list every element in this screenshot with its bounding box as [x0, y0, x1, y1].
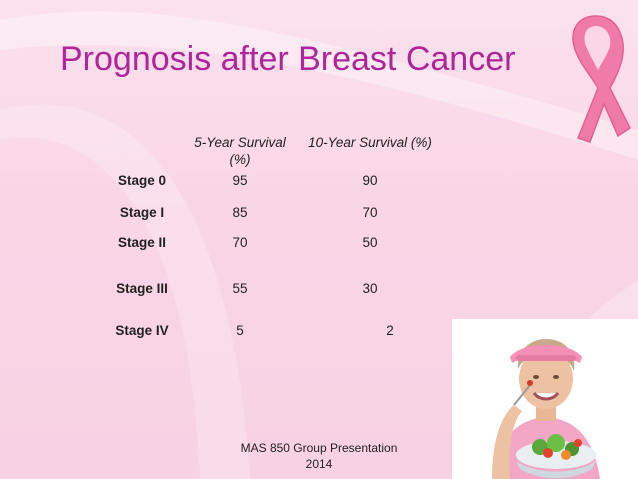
- woman-eating-salad-photo: [452, 319, 638, 479]
- pink-ribbon-icon: [572, 15, 631, 143]
- stage-label: Stage II: [117, 235, 166, 250]
- stage-label: Stage I: [119, 205, 165, 220]
- five-year-value: 95: [232, 173, 248, 188]
- table-row: Stage I 85 70: [0, 205, 638, 223]
- ten-year-value: 70: [362, 205, 378, 220]
- table-row: Stage IV 5 2: [0, 323, 638, 341]
- ten-year-value: 50: [362, 235, 378, 250]
- header-5-year-survival: 5-Year Survival (%): [194, 135, 286, 167]
- five-year-value: 85: [232, 205, 248, 220]
- table-row: Stage 0 95 90: [0, 173, 638, 191]
- five-year-value: 70: [232, 235, 248, 250]
- footer-line-1: MAS 850 Group Presentation: [240, 441, 398, 455]
- slide-title: Prognosis after Breast Cancer: [60, 40, 516, 78]
- stage-label: Stage III: [116, 281, 168, 296]
- table-row: Stage III 55 30: [0, 281, 638, 299]
- five-year-value: 5: [236, 323, 244, 338]
- footer: MAS 850 Group Presentation 2014: [224, 440, 414, 472]
- ten-year-value: 90: [362, 173, 378, 188]
- table-row: Stage II 70 50: [0, 235, 638, 253]
- five-year-value: 55: [232, 281, 248, 296]
- ten-year-value: 2: [386, 323, 394, 338]
- stage-label: Stage 0: [117, 173, 167, 188]
- stage-label: Stage IV: [115, 323, 169, 338]
- footer-line-2: 2014: [305, 457, 333, 471]
- ten-year-value: 30: [362, 281, 378, 296]
- header-10-year-survival: 10-Year Survival (%): [308, 135, 432, 150]
